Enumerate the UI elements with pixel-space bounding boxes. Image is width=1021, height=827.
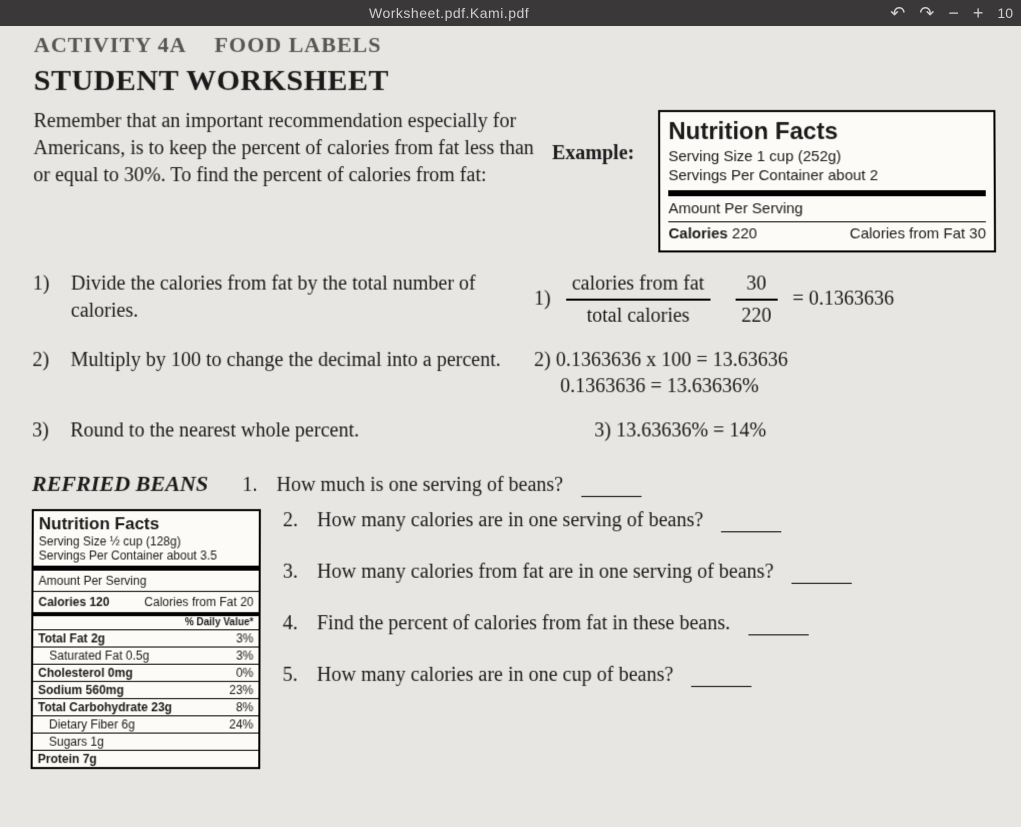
table-row: Saturated Fat 0.5g3% <box>33 647 258 664</box>
q3-num: 3. <box>283 561 305 584</box>
step-3-result: 3) 13.63636% = 14% <box>594 420 766 442</box>
step-2-text: Multiply by 100 to change the decimal in… <box>71 347 501 374</box>
nfb-calories: Calories 120 <box>38 595 109 609</box>
q4-text: Find the percent of calories from fat in… <box>317 612 730 635</box>
steps: 1) Divide the calories from fat by the t… <box>32 271 997 445</box>
step-1-work: 1) calories from fat total calories 30 2… <box>534 271 996 329</box>
step-1: 1) Divide the calories from fat by the t… <box>33 271 997 329</box>
table-row: Protein 7g <box>33 751 259 768</box>
frac2-top: 30 <box>735 271 777 301</box>
filename: Worksheet.pdf.Kami.pdf <box>8 5 890 21</box>
nfb-title: Nutrition Facts <box>39 514 254 534</box>
nf-serving: Serving Size 1 cup (252g) <box>668 148 985 167</box>
zoom-out-button[interactable]: − <box>948 3 959 24</box>
redo-icon[interactable]: ↷ <box>919 3 934 24</box>
app-topbar: Worksheet.pdf.Kami.pdf ↶ ↷ − + 10 <box>0 0 1021 26</box>
page-header: ACTIVITY 4A FOOD LABELS <box>34 32 995 58</box>
activity-code: ACTIVITY 4A <box>34 32 187 58</box>
page-title: STUDENT WORKSHEET <box>34 64 996 98</box>
nf-cal-value: 220 <box>732 226 757 243</box>
beans-heading: REFRIED BEANS <box>32 471 208 497</box>
q1-num: 1. <box>242 474 264 497</box>
step-2: 2) Multiply by 100 to change the decimal… <box>32 347 996 399</box>
nf-servings-per: Servings Per Container about 2 <box>668 167 985 186</box>
table-row: Cholesterol 0mg0% <box>33 664 258 681</box>
nf-cal-label: Calories <box>669 226 728 243</box>
zoom-level: 10 <box>997 5 1013 21</box>
nfb-table: % Daily Value* Total Fat 2g3% Saturated … <box>33 612 259 767</box>
step-1-lead: 1) <box>534 287 551 309</box>
questions: 2. How many calories are in one serving … <box>283 509 999 715</box>
nf-cff-value: 30 <box>969 226 986 243</box>
frac2-bot: 220 <box>735 301 777 329</box>
zoom-in-button[interactable]: + <box>973 3 984 24</box>
step-3: 3) Round to the nearest whole percent. 3… <box>32 418 997 445</box>
nf-title: Nutrition Facts <box>668 118 985 146</box>
q1-text: How much is one serving of beans? <box>276 474 563 497</box>
table-row: Sodium 560mg23% <box>33 682 258 699</box>
q3-text: How many calories from fat are in one se… <box>317 561 774 584</box>
step-1-result: = 0.1363636 <box>793 287 895 309</box>
nf-cff-label: Calories from Fat <box>850 226 965 243</box>
table-row: Total Fat 2g3% <box>33 630 258 647</box>
q5-text: How many calories are in one cup of bean… <box>317 664 674 687</box>
frac1-bot: total calories <box>566 301 711 329</box>
nfb-cff: Calories from Fat 20 <box>144 595 253 609</box>
step-1-num: 1) <box>33 271 57 325</box>
step-3-num: 3) <box>32 418 56 445</box>
nfb-servings-per: Servings Per Container about 3.5 <box>39 549 254 563</box>
nf-calories-row: Calories 220 Calories from Fat 30 <box>669 226 986 243</box>
nfb-serving: Serving Size ½ cup (128g) <box>39 535 254 549</box>
q3-blank[interactable] <box>792 561 852 584</box>
example-label: Example: <box>552 142 634 165</box>
step-2-line-a: 2) 0.1363636 x 100 = 13.63636 <box>534 347 997 373</box>
intro-row: Remember that an important recommendatio… <box>33 108 996 253</box>
q2-num: 2. <box>283 509 305 532</box>
worksheet-page: ACTIVITY 4A FOOD LABELS STUDENT WORKSHEE… <box>0 26 1021 769</box>
beans-heading-row: REFRIED BEANS 1. How much is one serving… <box>32 463 997 497</box>
q5-num: 5. <box>283 664 305 687</box>
intro-text: Remember that an important recommendatio… <box>33 108 534 189</box>
nfb-amount-per: Amount Per Serving <box>33 571 258 591</box>
nutrition-facts-example: Nutrition Facts Serving Size 1 cup (252g… <box>658 110 996 253</box>
nutrition-facts-beans: Nutrition Facts Serving Size ½ cup (128g… <box>31 509 261 769</box>
q2-blank[interactable] <box>721 509 781 532</box>
toolbar: ↶ ↷ − + 10 <box>890 3 1013 24</box>
activity-topic: FOOD LABELS <box>215 32 382 58</box>
step-1-text: Divide the calories from fat by the tota… <box>71 271 504 325</box>
q5: 5. How many calories are in one cup of b… <box>283 664 998 687</box>
undo-icon[interactable]: ↶ <box>890 3 905 24</box>
frac1-top: calories from fat <box>566 271 711 301</box>
step-3-work: 3) 13.63636% = 14% <box>534 418 997 444</box>
q3: 3. How many calories from fat are in one… <box>283 561 998 584</box>
q4-blank[interactable] <box>748 612 808 635</box>
q5-blank[interactable] <box>691 664 751 687</box>
lower-section: Nutrition Facts Serving Size ½ cup (128g… <box>31 509 999 769</box>
q2: 2. How many calories are in one serving … <box>283 509 997 532</box>
step-2-work: 2) 0.1363636 x 100 = 13.63636 0.1363636 … <box>534 347 997 399</box>
table-row: Dietary Fiber 6g24% <box>33 716 259 733</box>
q2-text: How many calories are in one serving of … <box>317 509 703 532</box>
step-3-text: Round to the nearest whole percent. <box>70 418 359 445</box>
q1-blank[interactable] <box>581 474 641 497</box>
step-2-num: 2) <box>32 347 56 374</box>
table-row: Sugars 1g <box>33 733 259 750</box>
nfb-dv: % Daily Value* <box>33 614 258 630</box>
table-row: Total Carbohydrate 23g8% <box>33 699 259 716</box>
nf-amount-per: Amount Per Serving <box>668 200 985 219</box>
q4-num: 4. <box>283 612 305 635</box>
step-2-line-b: 0.1363636 = 13.63636% <box>534 373 997 399</box>
q4: 4. Find the percent of calories from fat… <box>283 612 998 635</box>
